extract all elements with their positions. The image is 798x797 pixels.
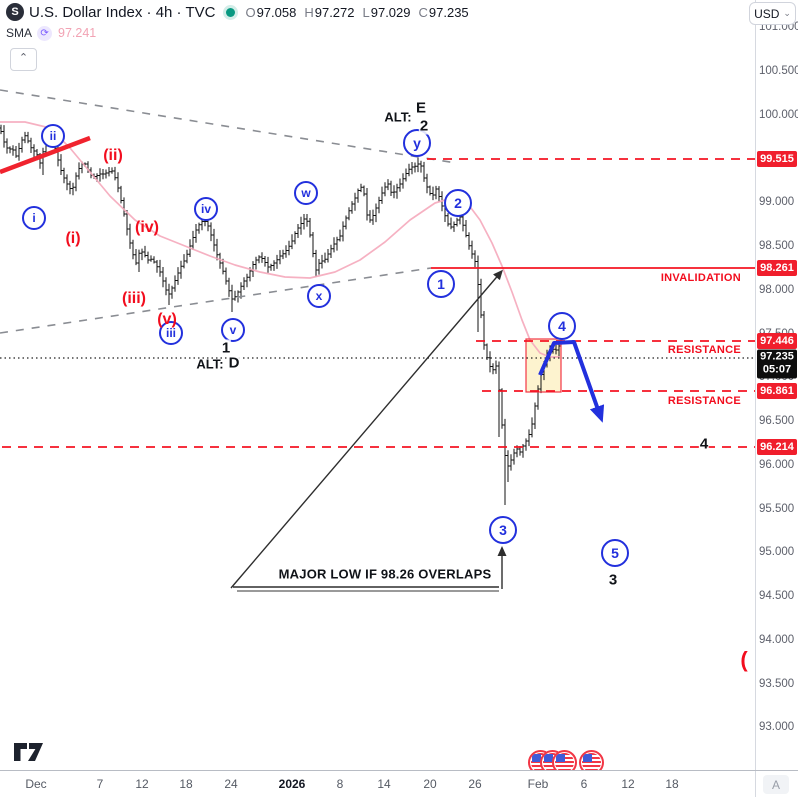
time-tick-label: 12 bbox=[135, 777, 149, 791]
time-tick-label: 18 bbox=[179, 777, 193, 791]
price-scale[interactable]: USD ⌄ 101.000 100.500 100.000 99.000 98.500 9… bbox=[749, 0, 798, 770]
indicator-value: 97.241 bbox=[58, 26, 97, 40]
price-tick-label: 95.500 bbox=[759, 503, 795, 515]
time-scale[interactable]: Dec 7 12 18 24 2026 8 14 20 26 Feb 6 12 18 A bbox=[0, 770, 798, 797]
bar-countdown: 05:07 bbox=[762, 363, 792, 376]
chart-canvas[interactable]: i ii iii iv v w x y 1 2 3 4 5 (i) (ii) (iii) (iv) (v) ALT:… bbox=[0, 0, 755, 770]
symbol-source-icon[interactable]: S bbox=[6, 3, 24, 21]
high-value: 97.272 bbox=[314, 4, 355, 20]
scale-corner-divider bbox=[755, 771, 756, 797]
time-tick-label: 12 bbox=[621, 777, 635, 791]
tradingview-logo[interactable] bbox=[14, 742, 44, 767]
open-value: 97.058 bbox=[256, 4, 297, 20]
close-value: 97.235 bbox=[428, 4, 469, 20]
time-tick-label: 20 bbox=[423, 777, 437, 791]
time-tick-label: 26 bbox=[468, 777, 482, 791]
chart-legend: S U.S. Dollar Index · 4h · TVC O97.058 H… bbox=[6, 2, 469, 71]
time-tick-label: 14 bbox=[377, 777, 391, 791]
price-tick-label: 98.000 bbox=[759, 284, 795, 296]
auto-scale-button[interactable]: A bbox=[763, 775, 789, 794]
time-tick-label: 18 bbox=[665, 777, 679, 791]
market-status-icon bbox=[226, 7, 236, 17]
price-tick-label: 95.000 bbox=[759, 546, 795, 558]
symbol-title[interactable]: U.S. Dollar Index · 4h · TVC bbox=[29, 3, 216, 21]
price-tick-label: 93.500 bbox=[759, 678, 795, 690]
time-tick-label: 8 bbox=[336, 777, 344, 791]
price-tick-label: 94.500 bbox=[759, 590, 795, 602]
price-tick-label: 98.500 bbox=[759, 240, 795, 252]
price-tick-label: 100.500 bbox=[759, 65, 798, 77]
alert-price-badge[interactable]: 97.446 bbox=[757, 333, 797, 349]
price-tick-label: 100.000 bbox=[759, 109, 798, 121]
time-tick-label: Feb bbox=[527, 777, 549, 791]
price-tick-label: 96.500 bbox=[759, 415, 795, 427]
alert-price-badge[interactable]: 96.214 bbox=[757, 439, 797, 455]
currency-label: USD bbox=[754, 6, 780, 21]
alert-price-badge[interactable]: 99.515 bbox=[757, 151, 797, 167]
price-tick-label: 93.000 bbox=[759, 721, 795, 733]
current-price-value: 97.235 bbox=[760, 350, 794, 363]
currency-button[interactable]: USD ⌄ bbox=[749, 2, 796, 25]
symbol-row: S U.S. Dollar Index · 4h · TVC O97.058 H… bbox=[6, 2, 469, 22]
price-chart-svg bbox=[0, 89, 755, 592]
ohlc-values: O97.058 H97.272 L97.029 C97.235 bbox=[245, 4, 469, 20]
indicator-row[interactable]: SMA ⟳ 97.241 bbox=[6, 24, 469, 42]
price-tick-label: 94.000 bbox=[759, 634, 795, 646]
time-tick-label: Dec bbox=[25, 777, 47, 791]
time-tick-label: 2026 bbox=[278, 777, 306, 791]
indicator-name: SMA bbox=[6, 26, 33, 40]
time-tick-label: 6 bbox=[580, 777, 588, 791]
legend-collapse-button[interactable]: ⌃ bbox=[10, 48, 37, 71]
indicator-refresh-icon[interactable]: ⟳ bbox=[37, 25, 53, 41]
price-tick-label: 99.000 bbox=[759, 196, 795, 208]
price-tick-label: 96.000 bbox=[759, 459, 795, 471]
alert-price-badge[interactable]: 98.261 bbox=[757, 260, 797, 276]
time-tick-label: 7 bbox=[96, 777, 104, 791]
current-price-badge[interactable]: 97.235 05:07 bbox=[757, 349, 797, 379]
time-tick-label: 24 bbox=[224, 777, 238, 791]
chevron-down-icon: ⌄ bbox=[783, 8, 791, 18]
alert-price-badge[interactable]: 96.861 bbox=[757, 383, 797, 399]
low-value: 97.029 bbox=[370, 4, 411, 20]
